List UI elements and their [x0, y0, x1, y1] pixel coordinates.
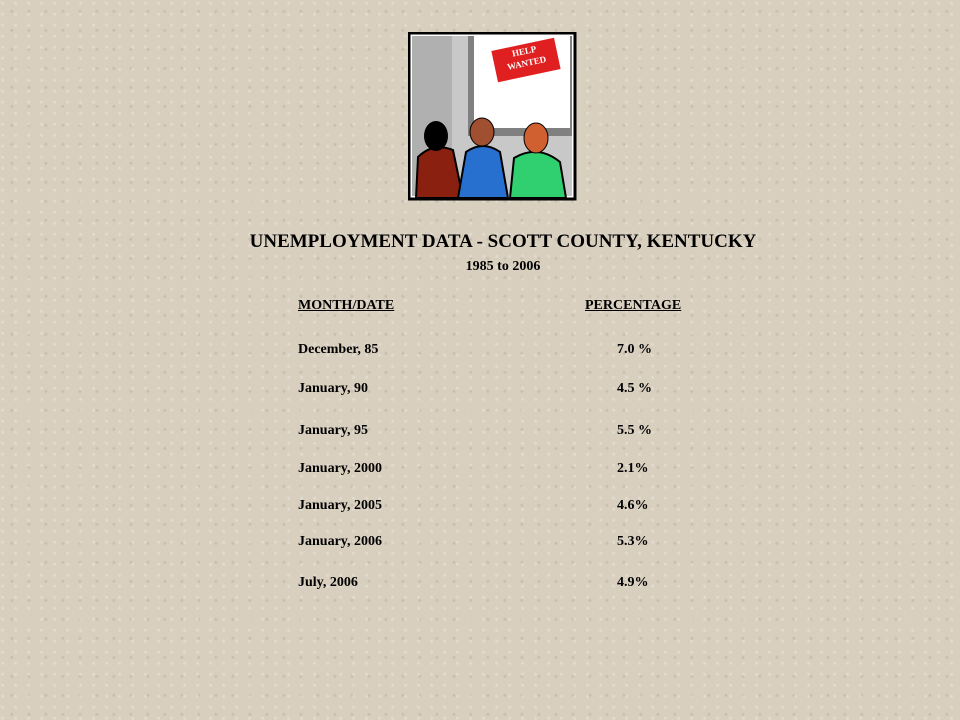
month-date: December, 85: [298, 342, 379, 357]
percentage: 5.3%: [617, 534, 649, 549]
percentage: 2.1%: [617, 461, 649, 476]
percentage: 7.0 %: [617, 342, 652, 357]
percentage: 5.5 %: [617, 423, 652, 438]
month-date: July, 2006: [298, 575, 358, 590]
subtitle: 1985 to 2006: [465, 259, 541, 274]
month-date: January, 95: [298, 423, 369, 438]
percentage: 4.5 %: [617, 381, 652, 396]
month-date: January, 2005: [298, 498, 383, 513]
month-date: January, 90: [298, 381, 369, 396]
column-header: PERCENTAGE: [585, 298, 682, 313]
month-date: January, 2000: [298, 461, 383, 476]
column-header: MONTH/DATE: [298, 298, 395, 313]
percentage: 4.9%: [617, 575, 649, 590]
percentage: 4.6%: [617, 498, 649, 513]
month-date: January, 2006: [298, 534, 383, 549]
help-wanted-clipart: HELP WANTED: [408, 32, 577, 201]
title: UNEMPLOYMENT DATA - SCOTT COUNTY, KENTUC…: [249, 231, 757, 252]
